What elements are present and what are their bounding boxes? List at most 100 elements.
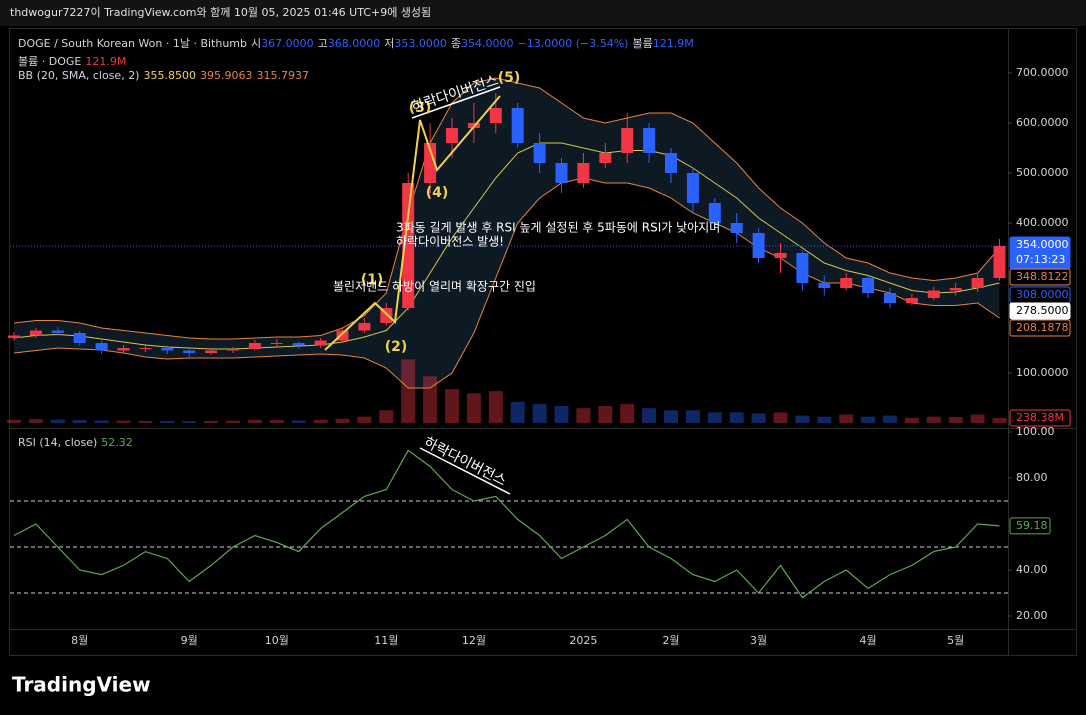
volume-bar bbox=[72, 420, 87, 423]
quote-name: 저 bbox=[384, 37, 395, 50]
candle-body bbox=[971, 278, 984, 288]
candle-body bbox=[95, 343, 108, 351]
y-tick-label: 400.0000 bbox=[1016, 216, 1069, 229]
candle-body bbox=[884, 293, 896, 303]
legend-line: 볼륨 · DOGE 121.9M bbox=[18, 53, 130, 69]
candle-body bbox=[862, 278, 875, 293]
volume-bar bbox=[751, 413, 766, 423]
volume-bar bbox=[707, 412, 722, 423]
candle-body bbox=[796, 253, 809, 283]
x-tick-label: 5월 bbox=[947, 634, 964, 647]
volume-bar bbox=[247, 419, 262, 423]
volume-bar bbox=[313, 420, 328, 423]
rsi-title: RSI (14, close) bbox=[18, 436, 98, 449]
candle-body bbox=[774, 253, 787, 258]
candle-body bbox=[29, 330, 42, 336]
rsi-tick-label: 100.00 bbox=[1016, 425, 1055, 438]
candle-body bbox=[183, 350, 196, 353]
price-badge-bg bbox=[1010, 303, 1070, 319]
candle-body bbox=[358, 323, 371, 331]
price-badge bbox=[1009, 268, 1071, 286]
legend-line: DOGE / South Korean Won · 1날 · Bithumb 시3… bbox=[18, 35, 702, 51]
volume-bar bbox=[926, 416, 941, 423]
volume-bar bbox=[795, 415, 810, 423]
x-tick-label: 2025 bbox=[569, 634, 597, 647]
volume-bar bbox=[379, 410, 394, 423]
candle-body bbox=[270, 343, 283, 344]
plot: 100.0000 400.0000 500.0000 600.0000 700.0000… bbox=[7, 66, 1071, 647]
quote-name: 볼륨 bbox=[632, 37, 653, 50]
y-tick-label: 500.0000 bbox=[1016, 166, 1069, 179]
annotation: 3파동 길게 발생 후 RSI 높게 설정된 후 5파동에 RSI가 낮아지며 bbox=[396, 221, 720, 235]
countdown: 07:13:23 bbox=[1016, 253, 1065, 266]
quote: 시367.0000 고368.0000 저353.0000 종354.0000 −13.… bbox=[251, 37, 698, 50]
volume-bar bbox=[817, 416, 832, 423]
candle-body bbox=[489, 108, 502, 123]
wave-label: (5) bbox=[498, 70, 521, 86]
quote-name: 고 bbox=[317, 37, 328, 50]
volume-bar bbox=[510, 401, 525, 423]
quote-value: 353.0000 bbox=[394, 37, 447, 50]
candle-body bbox=[117, 348, 130, 351]
rsi-divergence-line bbox=[419, 447, 511, 495]
candle-body bbox=[927, 290, 940, 298]
candle-body bbox=[840, 278, 853, 288]
candle-body bbox=[621, 128, 634, 153]
rsi-tick-label: 40.00 bbox=[1016, 563, 1048, 576]
volume-bar bbox=[182, 421, 197, 423]
y-tick-label: 100.0000 bbox=[1016, 366, 1069, 379]
candle-body bbox=[205, 350, 218, 353]
volume-bar bbox=[948, 417, 963, 423]
volume-legend-value: 121.9M bbox=[85, 55, 127, 68]
bb-value: 355.8500 bbox=[143, 69, 196, 82]
volume-bar bbox=[291, 420, 306, 423]
candle-body bbox=[708, 203, 721, 223]
rsi-badge-label: 59.18 bbox=[1016, 519, 1048, 532]
candle-body bbox=[599, 153, 612, 163]
x-tick-label: 8월 bbox=[71, 634, 88, 647]
volume-bar bbox=[445, 389, 459, 423]
rsi-legend: RSI (14, close) 52.32 bbox=[18, 436, 137, 449]
volume-bar bbox=[423, 376, 438, 423]
candle-body bbox=[424, 143, 437, 183]
bb-legend: BB (20, SMA, close, 2) bbox=[18, 69, 140, 82]
quote-name: 시 bbox=[251, 37, 262, 50]
volume-bar bbox=[773, 412, 788, 423]
divergence-line bbox=[411, 86, 501, 119]
price-badge-label: 278.5000 bbox=[1016, 304, 1069, 317]
volume-bar bbox=[50, 419, 65, 423]
volume-bar bbox=[598, 406, 613, 423]
volume-bar bbox=[904, 417, 919, 423]
bb-value: 315.7937 bbox=[256, 69, 309, 82]
rsi-value: 52.32 bbox=[101, 436, 133, 449]
volume-bar bbox=[28, 419, 43, 423]
candle-body bbox=[752, 233, 765, 258]
candle-body bbox=[292, 343, 305, 346]
volume-bar bbox=[138, 420, 153, 423]
price-badge bbox=[1009, 319, 1071, 337]
price-badge-label: 348.8122 bbox=[1016, 270, 1069, 283]
volume-bar bbox=[94, 420, 109, 423]
candle-body bbox=[446, 128, 458, 143]
quote-value: −13.0000 (−3.54%) bbox=[517, 37, 629, 50]
volume-legend: 볼륨 · DOGE bbox=[18, 55, 82, 68]
volume-bar bbox=[642, 408, 657, 423]
price-badge-label: 308.0000 bbox=[1016, 288, 1069, 301]
x-tick-label: 12월 bbox=[462, 634, 486, 647]
candle-body bbox=[555, 163, 568, 183]
legend-line: BB (20, SMA, close, 2) 355.8500 395.9063 31… bbox=[18, 69, 313, 82]
volume-bar bbox=[729, 412, 744, 423]
bb-line bbox=[13, 142, 1000, 350]
candle-body bbox=[248, 343, 261, 349]
rsi-badge bbox=[1009, 517, 1051, 535]
rsi-line bbox=[13, 449, 1000, 599]
volume-bar bbox=[620, 403, 635, 423]
bb-value: 395.9063 bbox=[199, 69, 253, 82]
wave-label: (4) bbox=[426, 185, 449, 201]
volume-bar bbox=[116, 420, 131, 423]
candle-body bbox=[533, 143, 546, 163]
quote-value: 354.0000 bbox=[461, 37, 514, 50]
candle-body bbox=[993, 246, 1006, 278]
top-bar bbox=[0, 0, 1086, 26]
